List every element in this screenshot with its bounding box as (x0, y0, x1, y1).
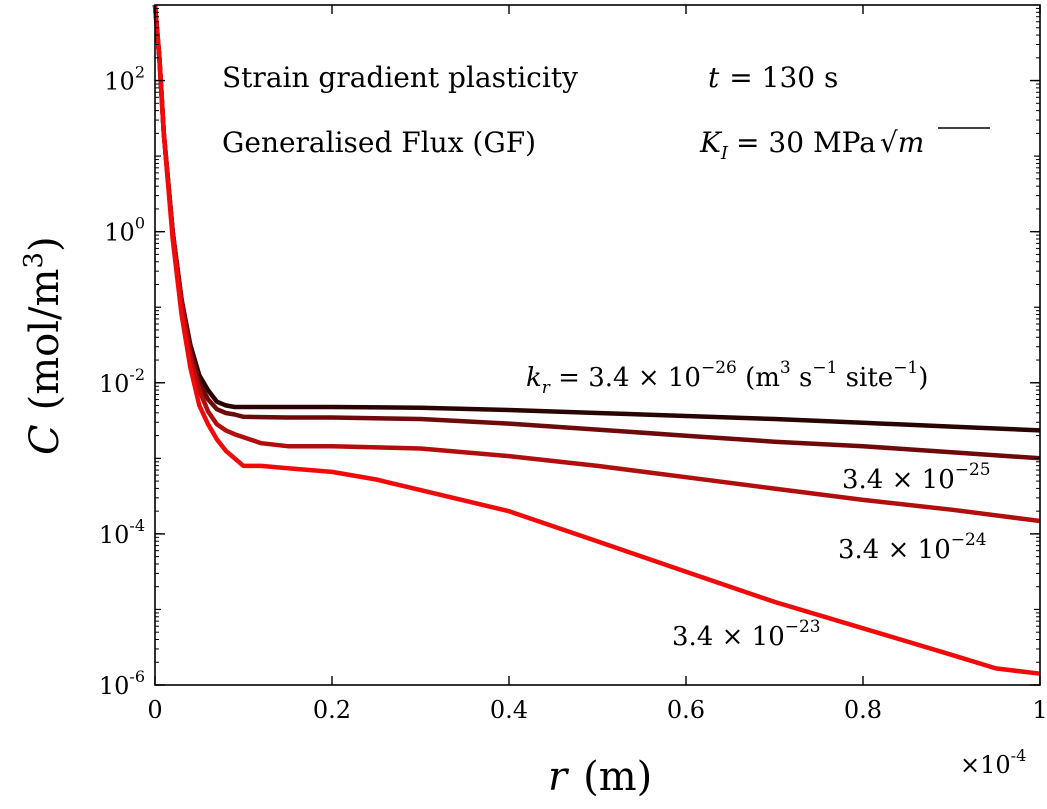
annotation-k-var: K (699, 126, 723, 159)
ticks-layer: 0 0.2 0.4 0.6 0.8 1 102 100 10-2 10-4 10-6 (99, 5, 1047, 724)
x-axis-title: r (m) (548, 754, 652, 800)
y-tick-label: 10-4 (99, 516, 145, 549)
series-label-3: 3.4 × 10−24 (838, 530, 987, 565)
y-tick-label: 102 (104, 63, 145, 96)
series-layer (152, 4, 1041, 676)
series-label-2: 3.4 × 10−25 (842, 460, 991, 495)
x-tick-label: 0.2 (313, 696, 351, 724)
plot-frame (154, 4, 1041, 686)
series-line-4 (152, 4, 1041, 676)
x-tick-label: 1 (1032, 696, 1047, 724)
series-label-1: kr = 3.4 × 10−26 (m3 s−1 site−1) (526, 358, 928, 398)
x-tick-label: 0.6 (667, 696, 705, 724)
annotation-k-sub: I (720, 143, 729, 164)
annotation-k: KI = 30 MPa √m (699, 126, 924, 164)
annotation-k-radical: √ (880, 126, 898, 159)
y-tick-label: 100 (104, 214, 145, 247)
y-axis-title: C(mol/m3) (19, 236, 68, 455)
annotation-time-val: = 130 s (729, 61, 838, 94)
annotation-k-unit: m (898, 126, 925, 159)
annotation-model: Strain gradient plasticity (222, 61, 578, 94)
x-tick-label: 0.8 (844, 696, 882, 724)
y-tick-label: 10-2 (99, 365, 145, 398)
series-label-4: 3.4 × 10−23 (672, 617, 821, 652)
x-axis-multiplier: ×10-4 (960, 746, 1026, 779)
annotation-time: t = 130 s (708, 61, 838, 94)
x-tick-label: 0.4 (490, 696, 528, 724)
y-tick-label: 10-6 (99, 667, 145, 700)
annotation-flux: Generalised Flux (GF) (222, 126, 536, 159)
x-tick-label: 0 (147, 696, 162, 724)
annotation-k-val: = 30 MPa (736, 126, 876, 159)
annotation-time-var: t (708, 61, 720, 94)
